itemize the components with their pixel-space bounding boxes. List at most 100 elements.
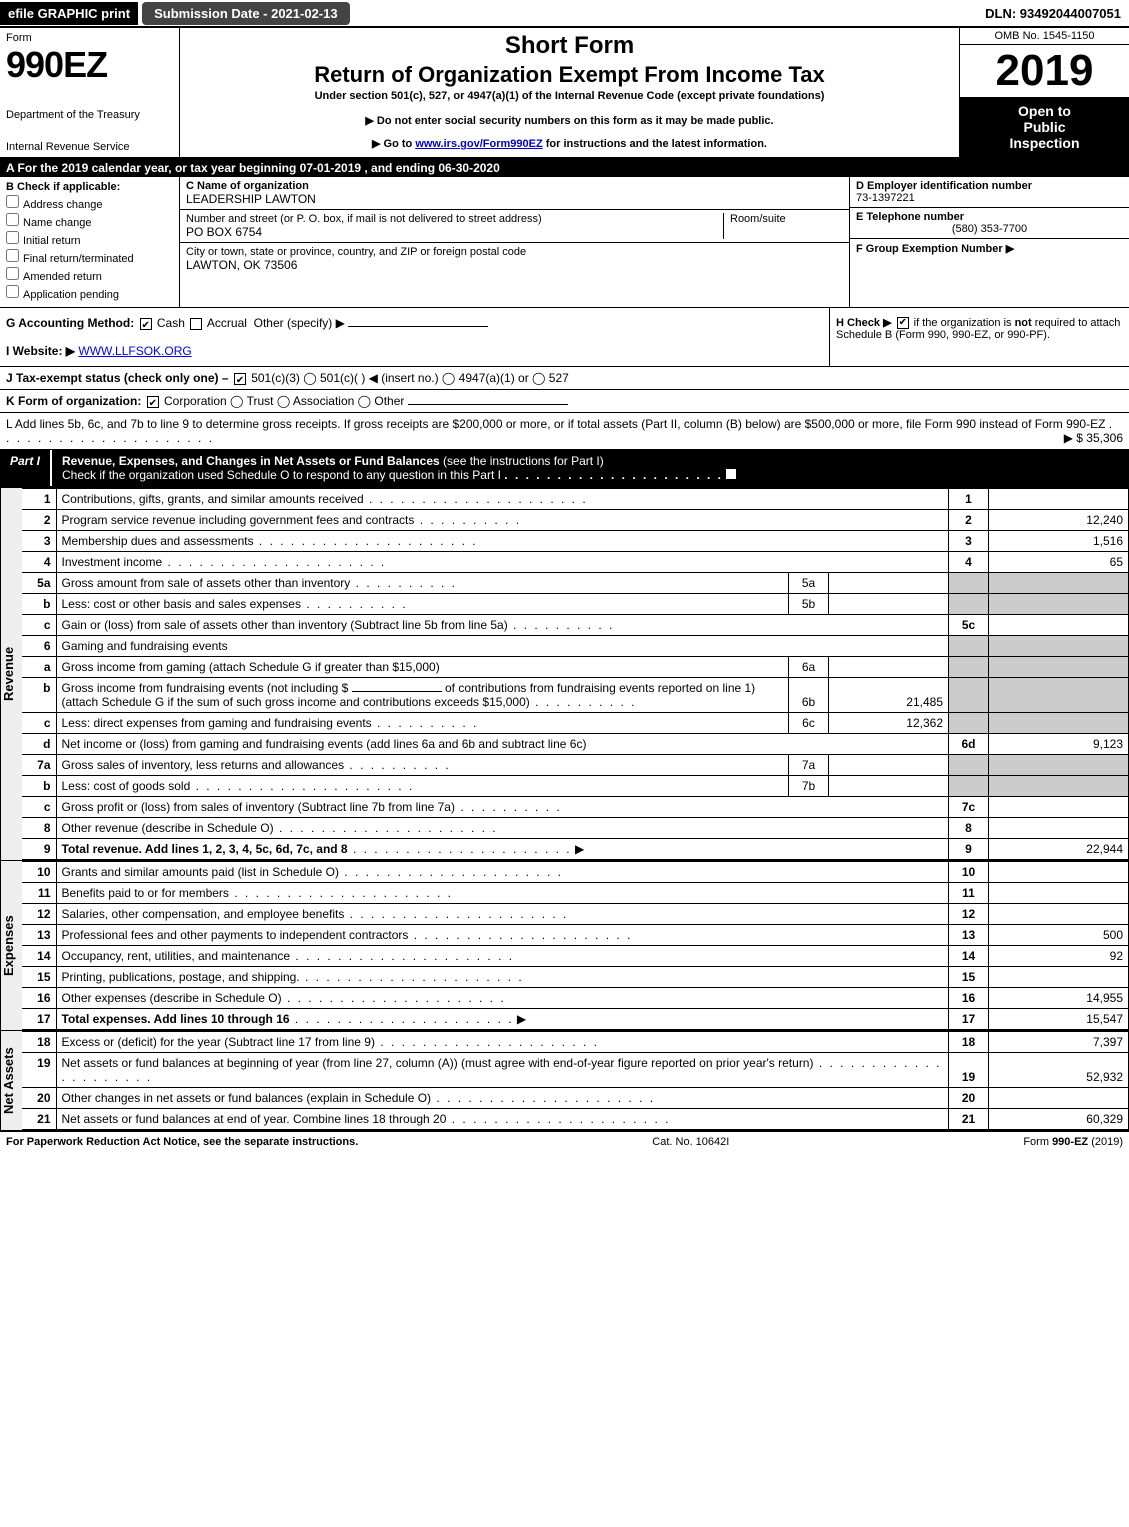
info-grid: B Check if applicable: Address change Na…: [0, 177, 1129, 308]
line-7b: bLess: cost of goods sold7b: [22, 776, 1129, 797]
open-to-public: Open to Public Inspection: [960, 97, 1129, 157]
l-amount: ▶ $ 35,306: [1064, 431, 1123, 445]
dln-number: DLN: 93492044007051: [985, 6, 1129, 21]
line-7a: 7aGross sales of inventory, less returns…: [22, 755, 1129, 776]
department-label: Department of the Treasury: [6, 109, 173, 121]
j-label: J Tax-exempt status (check only one) –: [6, 371, 229, 385]
cb-label: Final return/terminated: [23, 253, 134, 265]
form-ref: Form 990-EZ (2019): [1023, 1136, 1123, 1148]
k-other-input[interactable]: [408, 404, 568, 405]
line-17: 17Total expenses. Add lines 10 through 1…: [22, 1009, 1129, 1030]
cb-cash[interactable]: [140, 318, 152, 330]
line-desc: Other expenses (describe in Schedule O): [62, 991, 282, 1005]
line-desc: Excess or (deficit) for the year (Subtra…: [62, 1035, 375, 1049]
l-text: L Add lines 5b, 6c, and 7b to line 9 to …: [6, 417, 1105, 431]
cb-name-change[interactable]: Name change: [6, 213, 173, 229]
cb-h[interactable]: [897, 317, 909, 329]
h-section: H Check ▶ if the organization is not req…: [829, 308, 1129, 366]
ssn-warning: ▶ Do not enter social security numbers o…: [190, 114, 949, 127]
part-i-tag: Part I: [0, 450, 52, 486]
line-11: 11Benefits paid to or for members11: [22, 883, 1129, 904]
j-opts: 501(c)(3) ◯ 501(c)( ) ◀ (insert no.) ◯ 4…: [251, 371, 569, 385]
cb-501c3[interactable]: [234, 373, 246, 385]
line-desc: Printing, publications, postage, and shi…: [62, 970, 300, 984]
cb-amended-return[interactable]: Amended return: [6, 267, 173, 283]
form-header: Form 990EZ Department of the Treasury In…: [0, 28, 1129, 159]
cat-no: Cat. No. 10642I: [652, 1136, 729, 1148]
cb-address-change[interactable]: Address change: [6, 195, 173, 211]
h-label: H Check ▶: [836, 317, 892, 329]
cb-schedule-o[interactable]: [725, 468, 737, 480]
revenue-section: Revenue 1Contributions, gifts, grants, a…: [0, 487, 1129, 860]
revenue-side-label: Revenue: [0, 488, 22, 860]
cb-initial-return[interactable]: Initial return: [6, 231, 173, 247]
expenses-table: 10Grants and similar amounts paid (list …: [22, 861, 1129, 1030]
line-desc: Occupancy, rent, utilities, and maintena…: [62, 949, 291, 963]
website-link[interactable]: WWW.LLFSOK.ORG: [78, 344, 191, 358]
line-desc: Contributions, gifts, grants, and simila…: [62, 492, 364, 506]
line-8: 8Other revenue (describe in Schedule O)8: [22, 818, 1129, 839]
revenue-table: 1Contributions, gifts, grants, and simil…: [22, 488, 1129, 860]
irs-link[interactable]: www.irs.gov/Form990EZ: [415, 138, 542, 150]
g-label: G Accounting Method:: [6, 316, 134, 330]
b-heading: B Check if applicable:: [6, 181, 173, 193]
cb-final-return[interactable]: Final return/terminated: [6, 249, 173, 265]
line-21: 21Net assets or fund balances at end of …: [22, 1109, 1129, 1130]
tel-label: E Telephone number: [856, 211, 1123, 223]
cb-label: Amended return: [23, 271, 102, 283]
line-1: 1Contributions, gifts, grants, and simil…: [22, 489, 1129, 510]
row-k: K Form of organization: Corporation ◯ Tr…: [0, 390, 1129, 413]
cb-accrual[interactable]: [190, 318, 202, 330]
h-text2: if the organization is: [914, 317, 1015, 329]
line-desc: Total expenses. Add lines 10 through 16: [62, 1012, 290, 1026]
omb-number: OMB No. 1545-1150: [960, 28, 1129, 45]
cb-label: Address change: [23, 199, 103, 211]
row-a-tax-year: A For the 2019 calendar year, or tax yea…: [0, 159, 1129, 177]
goto-prefix: ▶ Go to: [372, 138, 415, 150]
line-6d: dNet income or (loss) from gaming and fu…: [22, 734, 1129, 755]
line-desc: Net assets or fund balances at beginning…: [62, 1056, 814, 1070]
6b-blank[interactable]: [352, 691, 442, 692]
line-12: 12Salaries, other compensation, and empl…: [22, 904, 1129, 925]
ein-label: D Employer identification number: [856, 180, 1123, 192]
line-5c: cGain or (loss) from sale of assets othe…: [22, 615, 1129, 636]
org-city: LAWTON, OK 73506: [186, 258, 843, 272]
line-desc: Total revenue. Add lines 1, 2, 3, 4, 5c,…: [62, 842, 348, 856]
cb-label: Initial return: [23, 235, 80, 247]
expenses-side-label: Expenses: [0, 861, 22, 1030]
line-19: 19Net assets or fund balances at beginni…: [22, 1053, 1129, 1088]
line-desc: Less: direct expenses from gaming and fu…: [62, 716, 372, 730]
part-i-check: Check if the organization used Schedule …: [62, 468, 501, 482]
line-desc: Gross income from gaming (attach Schedul…: [62, 660, 440, 674]
org-name: LEADERSHIP LAWTON: [186, 192, 843, 206]
org-address: PO BOX 6754: [186, 225, 723, 239]
short-form-title: Short Form: [190, 32, 949, 60]
room-suite: Room/suite: [723, 213, 843, 239]
line-6a: aGross income from gaming (attach Schedu…: [22, 657, 1129, 678]
line-desc: Salaries, other compensation, and employ…: [62, 907, 345, 921]
line-6b: bGross income from fundraising events (n…: [22, 678, 1129, 713]
net-assets-section: Net Assets 18Excess or (deficit) for the…: [0, 1030, 1129, 1130]
part-i-sub: (see the instructions for Part I): [443, 454, 604, 468]
main-title: Return of Organization Exempt From Incom…: [190, 62, 949, 88]
g-other-input[interactable]: [348, 326, 488, 327]
cb-application-pending[interactable]: Application pending: [6, 285, 173, 301]
part-i-title: Revenue, Expenses, and Changes in Net As…: [62, 454, 440, 468]
net-assets-table: 18Excess or (deficit) for the year (Subt…: [22, 1031, 1129, 1130]
line-desc: Grants and similar amounts paid (list in…: [62, 865, 339, 879]
header-center: Short Form Return of Organization Exempt…: [180, 28, 959, 157]
line-desc: Other changes in net assets or fund bala…: [62, 1091, 432, 1105]
efile-print-button[interactable]: efile GRAPHIC print: [0, 2, 138, 25]
section-b: B Check if applicable: Address change Na…: [0, 177, 180, 307]
irs-label: Internal Revenue Service: [6, 141, 173, 153]
row-l: L Add lines 5b, 6c, and 7b to line 9 to …: [0, 413, 1129, 450]
cb-corporation[interactable]: [147, 396, 159, 408]
group-label: F Group Exemption Number ▶: [856, 242, 1123, 255]
paperwork-notice: For Paperwork Reduction Act Notice, see …: [6, 1136, 358, 1148]
c-addr-label: Number and street (or P. O. box, if mail…: [186, 213, 723, 225]
line-14: 14Occupancy, rent, utilities, and mainte…: [22, 946, 1129, 967]
g-cash: Cash: [157, 316, 185, 330]
line-desc: Investment income: [62, 555, 163, 569]
h-not: not: [1015, 317, 1032, 329]
form-number: 990EZ: [6, 44, 173, 86]
